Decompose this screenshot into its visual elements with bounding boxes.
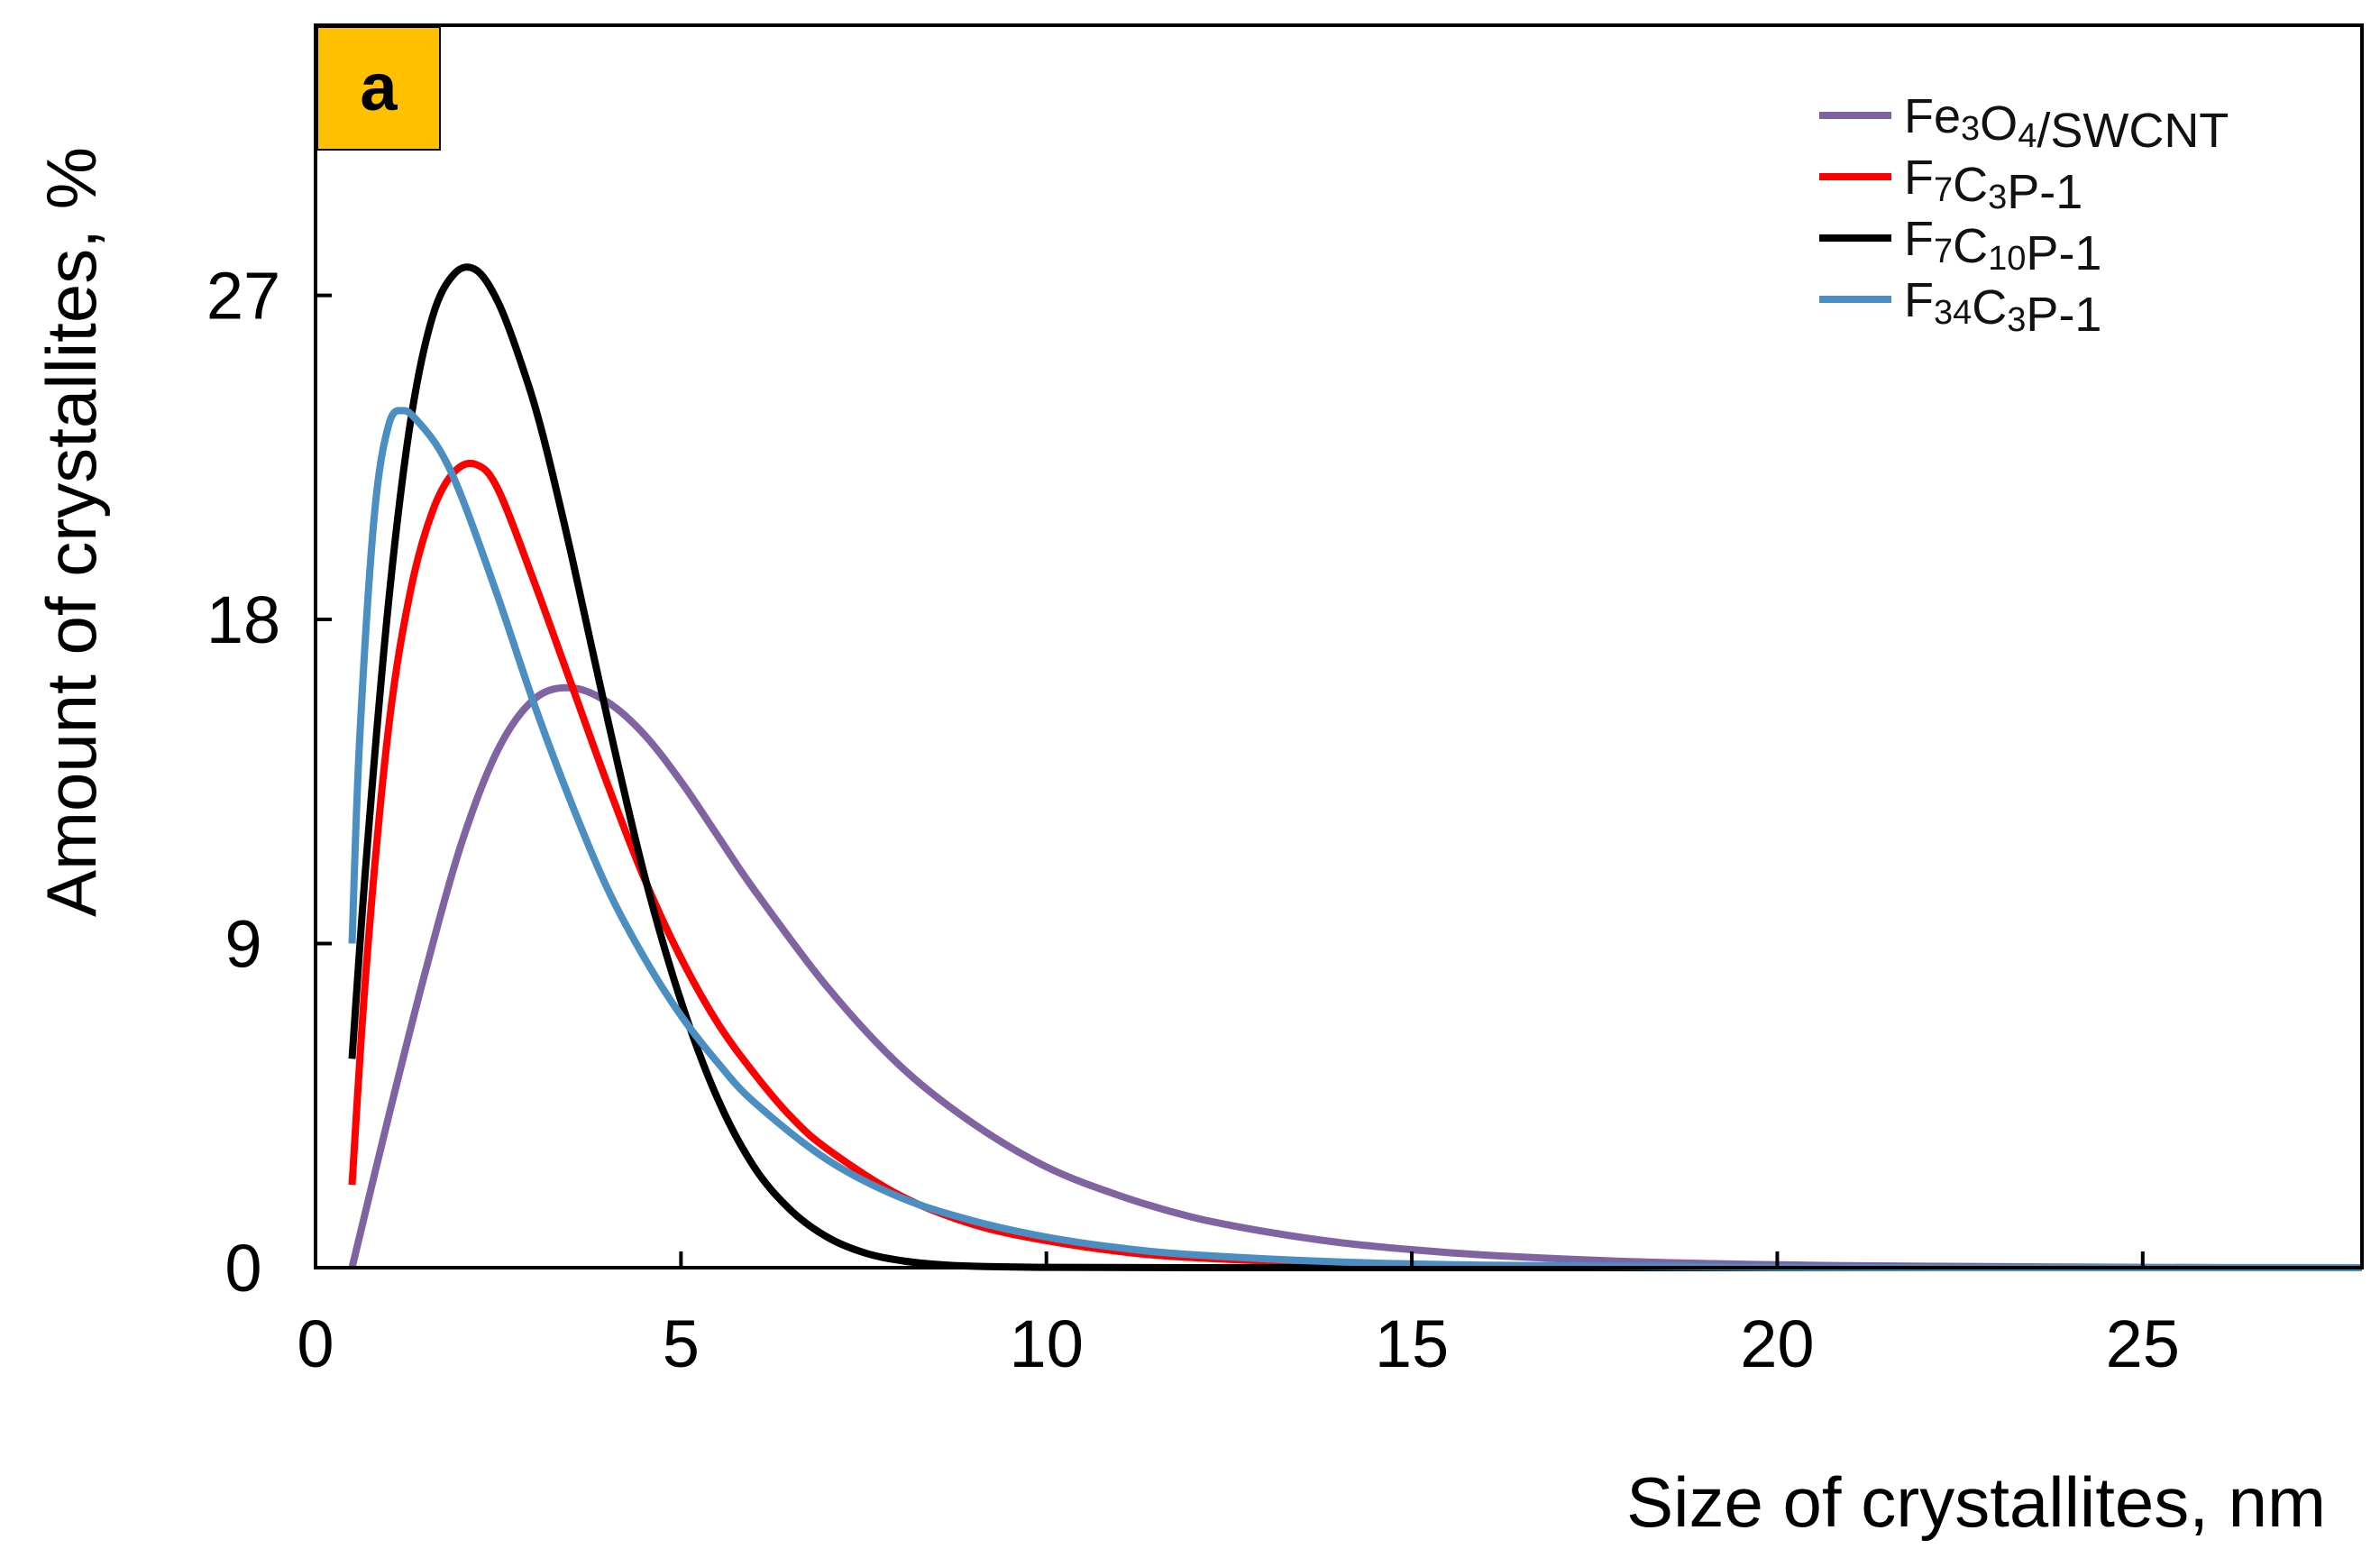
series-line-3 <box>348 263 2362 1272</box>
y-tick-label: 0 <box>224 1231 261 1306</box>
series-line-4 <box>348 407 2363 1272</box>
y-axis-title: Amount of crystallites, % <box>32 147 111 917</box>
plot-lines <box>348 263 2363 1272</box>
x-tick-label: 5 <box>663 1306 700 1381</box>
panel-label-box <box>316 26 441 151</box>
x-tick-label: 0 <box>297 1306 334 1381</box>
y-tick-label: 27 <box>206 259 280 334</box>
legend-label-2: F7C3P-1 <box>1904 151 2082 219</box>
x-tick-label: 20 <box>1740 1306 1814 1381</box>
legend-label-4: F34C3P-1 <box>1904 273 2101 342</box>
x-tick-label: 10 <box>1010 1306 1084 1381</box>
x-tick-label: 15 <box>1375 1306 1449 1381</box>
x-axis-title: Size of crystallites, nm <box>1626 1462 2326 1542</box>
y-tick-label: 18 <box>206 582 280 657</box>
y-axis-ticks: 0 9 18 27 <box>206 259 332 1306</box>
series-line-2 <box>348 459 2363 1272</box>
x-tick-label: 25 <box>2106 1306 2180 1381</box>
x-axis-ticks: 0 5 10 15 20 25 <box>297 1251 2180 1381</box>
legend-label-1: Fe3O4/SWCNT <box>1904 89 2229 158</box>
y-tick-label: 9 <box>224 907 261 982</box>
legend-label-3: F7C10P-1 <box>1904 212 2101 280</box>
plot-frame <box>314 23 2364 1269</box>
panel-label: a <box>360 50 398 124</box>
